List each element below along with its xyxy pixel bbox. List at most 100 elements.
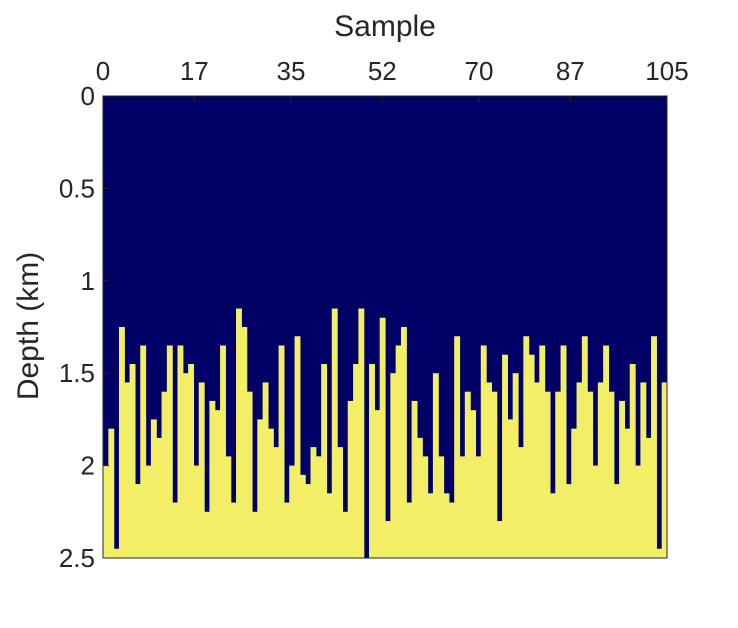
heatmap-column — [161, 391, 168, 558]
heatmap-column — [331, 308, 338, 558]
heatmap-column — [539, 345, 546, 558]
heatmap-column — [337, 447, 344, 558]
heatmap-column — [486, 382, 493, 558]
heatmap-column — [230, 502, 237, 558]
heatmap-column — [491, 391, 498, 558]
plot-area-frame — [102, 95, 668, 559]
heatmap-column — [560, 345, 567, 558]
heatmap-column — [400, 327, 407, 558]
y-tick-label: 1.5 — [59, 358, 95, 388]
heatmap-column — [438, 456, 445, 558]
x-tick-label: 35 — [277, 56, 306, 86]
heatmap-column — [241, 327, 248, 558]
y-axis-ticks: 0 0.5 1 1.5 2 2.5 — [59, 81, 109, 573]
heatmap-column — [262, 382, 269, 558]
heatmap-column — [640, 382, 647, 558]
heatmap-column — [150, 419, 157, 558]
heatmap-column — [443, 493, 450, 558]
heatmap-column — [369, 363, 375, 558]
heatmap-column — [555, 391, 562, 558]
heatmap-column — [613, 484, 620, 558]
heatmap-column — [177, 345, 184, 558]
heatmap-column — [267, 428, 274, 558]
heatmap-column — [385, 521, 391, 558]
heatmap-column — [422, 456, 429, 558]
heatmap-column — [619, 400, 626, 558]
heatmap-column — [347, 400, 354, 558]
heatmap-column — [395, 345, 402, 558]
heatmap-column — [379, 317, 386, 558]
heatmap-column — [220, 345, 226, 558]
heatmap-column — [103, 465, 109, 558]
heatmap-column — [533, 382, 540, 558]
heatmap-column — [603, 345, 610, 558]
heatmap-column — [661, 382, 668, 558]
y-tick-label: 0 — [81, 81, 95, 111]
heatmap-column — [145, 465, 152, 558]
x-axis-ticks: 0 17 35 52 70 87 105 — [96, 56, 689, 102]
heatmap-column — [523, 336, 530, 558]
heatmap-column — [411, 400, 418, 558]
heatmap-column — [299, 474, 306, 558]
x-tick-label: 0 — [96, 56, 110, 86]
heatmap-column — [310, 447, 317, 558]
heatmap-column — [656, 548, 663, 558]
heatmap-column — [432, 373, 439, 558]
heatmap-column — [416, 437, 423, 558]
heatmap-column — [236, 308, 242, 558]
heatmap-column — [326, 493, 333, 558]
heatmap-column — [597, 382, 604, 558]
heatmap-column — [358, 308, 365, 558]
heatmap-column — [204, 511, 211, 558]
heatmap-column — [480, 345, 487, 558]
heatmap-column — [624, 428, 631, 558]
x-tick-label: 70 — [465, 56, 494, 86]
heatmap-column — [374, 410, 381, 558]
heatmap-column — [528, 354, 535, 558]
heatmap-column — [342, 511, 349, 558]
heatmap-column — [454, 336, 461, 558]
heatmap-column — [251, 511, 258, 558]
heatmap-column — [172, 502, 179, 558]
heatmap-column — [278, 345, 285, 558]
heatmap-column — [518, 447, 524, 558]
heatmap-column — [108, 428, 115, 558]
heatmap-column — [459, 456, 466, 558]
heatmap-column — [353, 363, 359, 558]
heatmap-column — [321, 363, 328, 558]
heatmap-column — [502, 354, 508, 558]
heatmap-column — [305, 484, 312, 558]
heatmap-column — [576, 382, 583, 558]
heatmap-column — [188, 363, 195, 558]
heatmap-column — [118, 327, 125, 558]
heatmap-column — [549, 493, 556, 558]
y-tick-label: 1 — [81, 266, 95, 296]
heatmap-column — [464, 391, 471, 558]
heatmap-column — [140, 345, 147, 558]
heatmap-cells — [103, 96, 668, 558]
y-tick-label: 0.5 — [59, 173, 95, 203]
y-tick-label: 2 — [81, 451, 95, 481]
heatmap-column — [209, 400, 216, 558]
heatmap-column — [113, 548, 120, 558]
heatmap-column — [166, 345, 173, 558]
heatmap-column — [448, 502, 455, 558]
heatmap-column — [427, 493, 434, 558]
heatmap-column — [246, 391, 253, 558]
heatmap-column — [645, 437, 652, 558]
heatmap-column — [470, 410, 477, 558]
heatmap-column — [193, 465, 200, 558]
x-tick-label: 17 — [180, 56, 209, 86]
y-tick-label: 2.5 — [59, 543, 95, 573]
heatmap-column — [214, 410, 221, 558]
heatmap-column — [273, 447, 280, 558]
heatmap-column — [134, 484, 141, 558]
heatmap-column — [651, 336, 657, 558]
heatmap-column — [512, 373, 519, 558]
x-tick-label: 52 — [368, 56, 397, 86]
x-tick-label: 87 — [556, 56, 585, 86]
y-axis-title: Depth (km) — [12, 252, 45, 400]
heatmap-column — [629, 363, 636, 558]
heatmap-column — [544, 391, 551, 558]
